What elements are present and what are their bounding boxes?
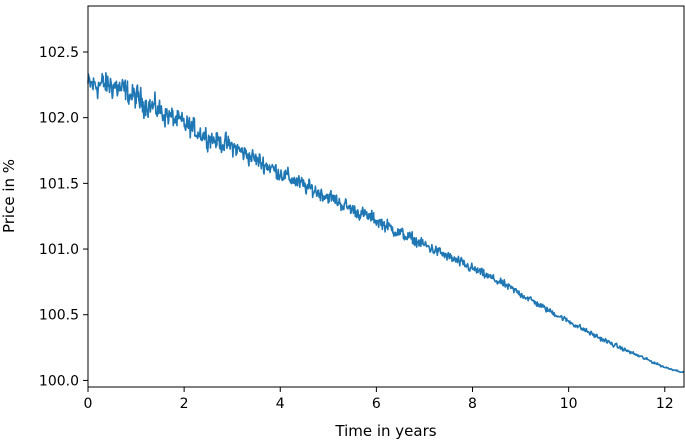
x-tick-label: 8: [468, 396, 477, 412]
series-layer: [87, 72, 685, 374]
y-tick-label: 102.0: [39, 111, 79, 127]
x-tick-label: 4: [276, 396, 285, 412]
plot-frame: [87, 5, 685, 388]
y-tick-label: 101.0: [39, 242, 79, 258]
x-tick-label: 0: [84, 396, 93, 412]
x-axis: 0 2 4 6 8 10 12: [84, 387, 674, 412]
x-tick-label: 2: [180, 396, 189, 412]
plot-background: [88, 6, 685, 387]
x-axis-label: Time in years: [334, 422, 436, 440]
y-tick-label: 100.0: [39, 373, 79, 389]
y-axis: 100.0 100.5 101.0 101.5 102.0 102.5: [39, 45, 88, 389]
y-tick-label: 101.5: [39, 176, 79, 192]
y-tick-label: 102.5: [39, 45, 79, 61]
x-tick-label: 12: [656, 396, 674, 412]
x-tick-label: 10: [560, 396, 578, 412]
x-tick-label: 6: [372, 396, 381, 412]
y-tick-label: 100.5: [39, 308, 79, 324]
y-axis-label: Price in %: [0, 159, 18, 233]
price-series-line: [87, 72, 685, 374]
